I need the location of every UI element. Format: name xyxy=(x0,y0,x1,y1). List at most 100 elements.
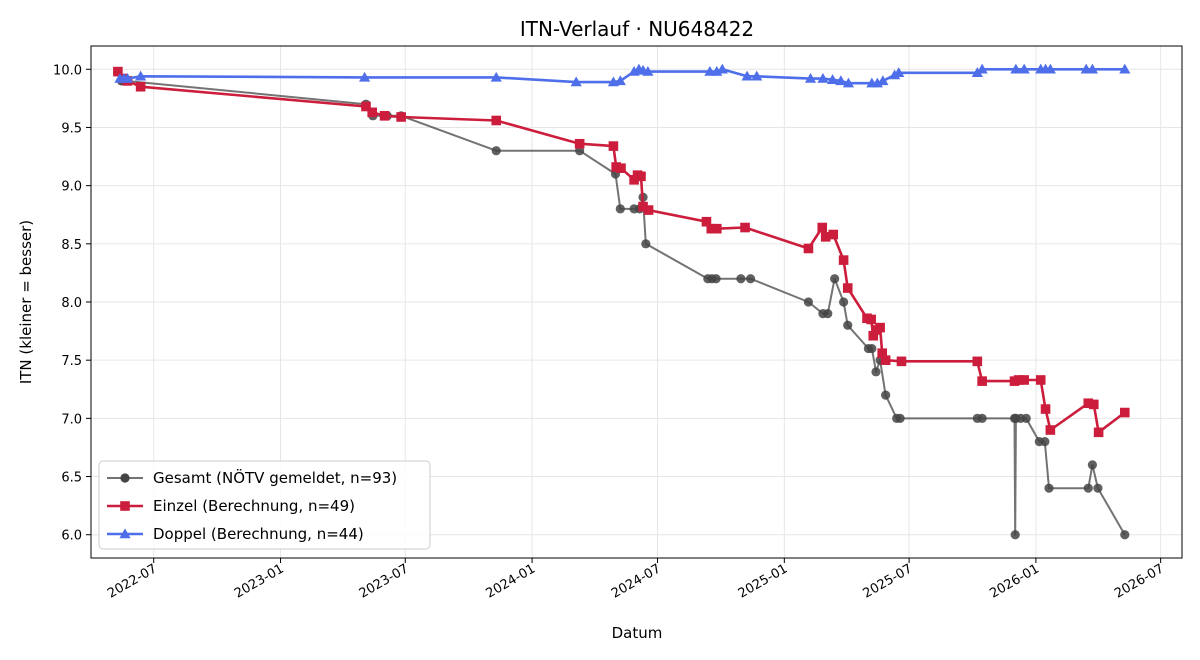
data-point xyxy=(1119,63,1131,74)
data-point xyxy=(643,205,654,215)
data-point xyxy=(608,141,619,151)
data-point xyxy=(976,63,988,74)
data-point xyxy=(642,66,654,76)
data-point xyxy=(711,223,722,234)
data-point xyxy=(866,314,876,325)
data-point xyxy=(745,274,756,284)
data-point xyxy=(614,75,626,86)
data-point xyxy=(491,146,501,156)
data-point xyxy=(711,274,721,284)
data-point xyxy=(367,107,377,118)
data-point xyxy=(1088,399,1099,410)
y-axis-title: ITN (kleiner = besser) xyxy=(17,220,35,384)
data-point xyxy=(636,171,646,182)
y-tick-label: 8.5 xyxy=(61,238,82,253)
legend: Gesamt (NÖTV gemeldet, n=93) Einzel (Bere… xyxy=(98,460,431,550)
legend-item: Doppel (Berechnung, n=44) xyxy=(107,525,364,543)
data-point xyxy=(135,70,147,81)
data-point xyxy=(1083,398,1094,409)
data-point xyxy=(977,376,987,386)
y-axis: 6.0 6.5 7.0 7.5 8.0 8.5 9.0 9.5 10.0 xyxy=(53,63,91,544)
data-point xyxy=(842,283,853,293)
data-point xyxy=(803,297,814,307)
data-point xyxy=(971,67,983,77)
data-point xyxy=(121,72,134,83)
legend-label: Gesamt (NÖTV gemeldet, n=93) xyxy=(153,468,397,487)
data-point xyxy=(1083,483,1093,493)
series-triangle xyxy=(114,63,1131,88)
data-point xyxy=(641,239,651,249)
data-point xyxy=(491,115,502,126)
data-point xyxy=(838,255,849,265)
data-point xyxy=(817,222,828,233)
x-axis-title: Datum xyxy=(612,624,663,642)
legend-marker xyxy=(119,528,131,539)
data-point xyxy=(701,216,712,227)
data-point xyxy=(871,367,881,377)
data-point xyxy=(817,72,829,83)
data-point xyxy=(1044,63,1056,74)
y-tick-label: 6.0 xyxy=(61,529,82,544)
data-point xyxy=(751,70,763,81)
y-tick-label: 7.5 xyxy=(61,354,82,369)
data-point xyxy=(1119,407,1130,418)
y-tick-label: 9.0 xyxy=(61,180,82,195)
y-tick-label: 8.0 xyxy=(61,296,82,311)
data-point xyxy=(615,204,625,214)
data-point xyxy=(896,356,907,367)
data-point xyxy=(740,222,750,233)
data-point xyxy=(616,163,626,173)
data-point xyxy=(570,76,582,87)
data-point xyxy=(828,229,839,240)
data-point xyxy=(1093,427,1104,438)
data-point xyxy=(396,112,406,122)
legend-marker xyxy=(120,501,130,511)
series-square xyxy=(113,66,1130,438)
data-point xyxy=(574,138,585,149)
data-point xyxy=(359,71,371,82)
data-point xyxy=(868,330,879,341)
legend-item: Gesamt (NÖTV gemeldet, n=93) xyxy=(107,468,397,487)
data-point xyxy=(977,413,987,423)
data-point xyxy=(716,63,728,74)
data-point xyxy=(877,75,889,86)
data-point xyxy=(820,232,831,242)
data-point xyxy=(1040,437,1050,447)
legend-item: Einzel (Berechnung, n=49) xyxy=(107,497,355,515)
data-point xyxy=(135,81,146,92)
data-point xyxy=(736,274,746,284)
data-point xyxy=(880,355,891,365)
data-point xyxy=(830,274,840,284)
data-point xyxy=(113,66,123,77)
y-tick-label: 7.0 xyxy=(61,412,82,427)
data-point xyxy=(1040,404,1051,414)
data-point xyxy=(611,162,621,172)
y-tick-label: 9.5 xyxy=(61,121,82,136)
data-point xyxy=(1018,63,1030,74)
grid xyxy=(91,46,1182,558)
data-point xyxy=(361,101,371,112)
data-point xyxy=(706,223,717,234)
data-point xyxy=(804,72,817,83)
legend-label: Einzel (Berechnung, n=49) xyxy=(153,497,355,515)
data-point xyxy=(826,74,839,84)
data-point xyxy=(1035,375,1046,385)
legend-marker xyxy=(120,473,130,483)
legend-label: Doppel (Berechnung, n=44) xyxy=(153,525,364,543)
data-point xyxy=(835,75,847,86)
data-point xyxy=(379,111,390,121)
data-point xyxy=(843,320,853,330)
chart-title: ITN-Verlauf · NU648422 xyxy=(520,17,754,41)
data-point xyxy=(1093,483,1103,493)
data-point xyxy=(823,309,833,319)
data-point xyxy=(875,322,885,333)
data-point xyxy=(490,71,502,82)
legend-box xyxy=(98,460,431,550)
data-point xyxy=(881,390,891,400)
data-point xyxy=(1045,425,1056,435)
data-point xyxy=(1120,530,1130,540)
data-point xyxy=(1086,63,1099,74)
data-point xyxy=(839,297,849,307)
